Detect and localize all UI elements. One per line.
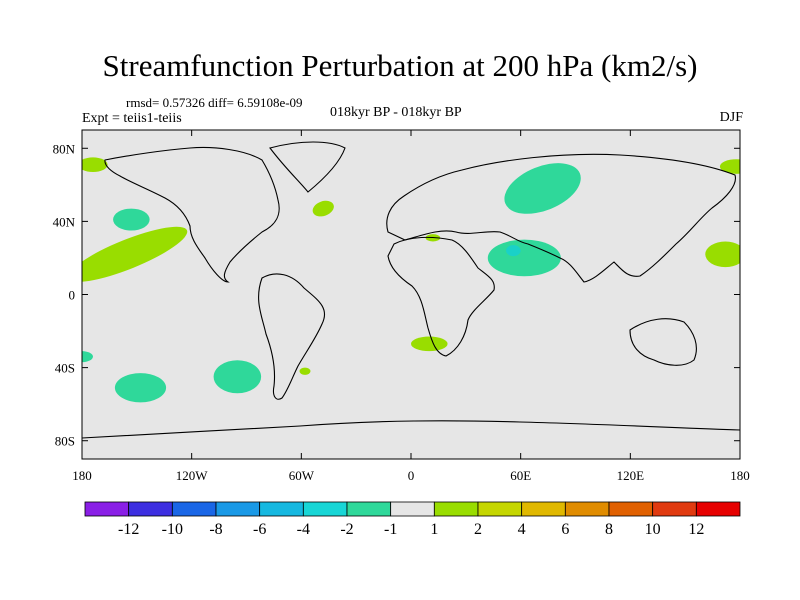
coast-greenland bbox=[269, 141, 346, 193]
colorbar-label: 12 bbox=[688, 521, 704, 538]
anomaly-region bbox=[506, 245, 521, 257]
colorbar-swatch bbox=[477, 501, 523, 517]
lon-tick-label: 120E bbox=[617, 468, 645, 483]
anomaly-region bbox=[411, 336, 448, 352]
colorbar-swatch bbox=[521, 501, 566, 517]
colorbar-label: -6 bbox=[253, 521, 266, 538]
anomaly-region bbox=[705, 241, 740, 268]
colorbar-label: -8 bbox=[209, 521, 222, 538]
lon-tick-label: 180 bbox=[730, 468, 750, 483]
lon-tick-label: 0 bbox=[408, 468, 415, 483]
coast-africa bbox=[387, 236, 495, 357]
coastlines bbox=[82, 141, 740, 439]
lat-tick-label: 0 bbox=[69, 288, 76, 303]
colorbar-label: 10 bbox=[645, 521, 661, 538]
anomaly-region bbox=[299, 367, 311, 375]
colorbar-swatch bbox=[652, 501, 697, 517]
lat-tick-label: 80S bbox=[55, 434, 75, 449]
colorbar-swatch bbox=[128, 501, 173, 517]
chart-title: Streamfunction Perturbation at 200 hPa (… bbox=[102, 48, 698, 83]
colorbar-swatch bbox=[84, 501, 130, 517]
coast-north-america bbox=[104, 147, 280, 283]
colorbar-label: 1 bbox=[430, 521, 438, 538]
colorbar-label: 8 bbox=[605, 521, 613, 538]
colorbar-swatch bbox=[433, 501, 479, 517]
colorbar-swatch bbox=[346, 501, 392, 517]
comparison-label: 018kyr BP - 018kyr BP bbox=[330, 105, 462, 120]
anomaly-region bbox=[487, 239, 561, 277]
anomaly-region bbox=[719, 159, 740, 174]
anomaly-layer bbox=[82, 157, 740, 403]
lat-tick-label: 40N bbox=[53, 214, 76, 229]
coast-south-america bbox=[258, 273, 326, 400]
colorbar-label: -2 bbox=[340, 521, 353, 538]
colorbar-swatch bbox=[302, 501, 348, 517]
colorbar-label: -10 bbox=[162, 521, 183, 538]
lat-tick-label: 80N bbox=[53, 141, 76, 156]
anomaly-region bbox=[82, 226, 188, 282]
anomaly-region bbox=[213, 360, 262, 394]
lon-tick-label: 60E bbox=[510, 468, 531, 483]
colorbar-swatch bbox=[215, 501, 261, 517]
lon-tick-label: 120W bbox=[176, 468, 209, 483]
stats-text: rmsd= 0.57326 diff= 6.59108e-09 bbox=[126, 95, 303, 110]
season-label: DJF bbox=[719, 110, 743, 125]
coast-eurasia bbox=[386, 153, 736, 283]
colorbar-label: 4 bbox=[518, 521, 526, 538]
anomaly-region bbox=[82, 157, 108, 173]
anomaly-region bbox=[504, 163, 581, 214]
experiment-label: Expt = teiis1-teiis bbox=[82, 111, 182, 126]
coast-australia bbox=[629, 318, 697, 366]
colorbar-swatch bbox=[695, 501, 741, 517]
colorbar-label: -1 bbox=[384, 521, 397, 538]
colorbar-swatch bbox=[564, 501, 610, 517]
anomaly-region bbox=[114, 373, 167, 403]
colorbar-label: 6 bbox=[561, 521, 569, 538]
map-background bbox=[82, 130, 740, 459]
colorbar-label: 2 bbox=[474, 521, 482, 538]
axis-ticks: 180 120W 60W 0 60E 120E 180 80N 40N 0 40S 80S bbox=[53, 130, 750, 483]
colorbar-swatch bbox=[390, 501, 435, 517]
colorbar-label: -12 bbox=[118, 521, 139, 538]
colorbar-swatch bbox=[608, 501, 654, 517]
coast-antarctica bbox=[82, 420, 740, 439]
lon-tick-label: 180 bbox=[72, 468, 92, 483]
colorbar-label: -4 bbox=[297, 521, 310, 538]
colorbar-swatch bbox=[171, 501, 217, 517]
anomaly-region bbox=[113, 208, 150, 231]
lat-tick-label: 40S bbox=[55, 361, 75, 376]
lon-tick-label: 60W bbox=[289, 468, 315, 483]
colorbar-swatch bbox=[259, 501, 304, 517]
colorbar: -12 -10 -8 -6 -4 -2 -1 1 2 4 6 8 10 12 bbox=[84, 501, 741, 538]
anomaly-region bbox=[82, 351, 93, 363]
anomaly-region bbox=[312, 200, 334, 217]
